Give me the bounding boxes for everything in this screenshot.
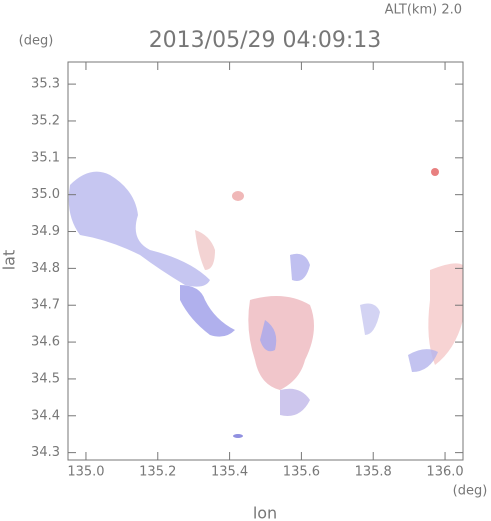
echo-blob <box>290 253 310 281</box>
y-tick-label: 35.0 <box>31 187 60 202</box>
x-tick-label: 136.0 <box>426 465 463 480</box>
chart-title: 2013/05/29 04:09:13 <box>149 28 382 53</box>
y-tick-label: 34.4 <box>31 408 60 423</box>
y-tick-label: 35.1 <box>31 150 60 165</box>
y-axis-label: lat <box>0 250 19 271</box>
y-tick-label: 34.5 <box>31 371 60 386</box>
echo-blob <box>180 285 235 337</box>
y-tick-label: 34.3 <box>31 445 60 460</box>
plot-frame <box>67 61 464 461</box>
y-tick-label: 35.3 <box>31 77 60 92</box>
echo-blob <box>233 434 243 438</box>
y-unit: (deg) <box>19 34 54 49</box>
echo-blob <box>428 263 463 365</box>
y-tick-label: 34.7 <box>31 298 60 313</box>
echo-blob <box>408 349 438 372</box>
echo-blob <box>360 303 380 335</box>
x-tick-label: 135.6 <box>283 465 320 480</box>
echo-blob <box>232 191 244 201</box>
echo-blob <box>431 168 439 176</box>
x-unit: (deg) <box>453 484 488 499</box>
y-tick-label: 35.2 <box>31 113 60 128</box>
echo-blob <box>280 388 310 416</box>
x-tick-label: 135.2 <box>139 465 176 480</box>
altitude-label: ALT(km) 2.0 <box>385 3 462 18</box>
echo-blob <box>195 230 215 270</box>
x-tick-label: 135.8 <box>355 465 392 480</box>
x-tick-label: 135.0 <box>67 465 104 480</box>
x-tick-label: 135.4 <box>211 465 248 480</box>
y-tick-label: 34.8 <box>31 261 60 276</box>
y-tick-label: 34.9 <box>31 224 60 239</box>
echo-blob <box>68 171 210 287</box>
echo-field <box>68 168 463 438</box>
echo-blob <box>260 320 277 352</box>
y-tick-label: 34.6 <box>31 335 60 350</box>
x-axis-label: lon <box>253 504 277 521</box>
echo-blob <box>248 296 314 390</box>
